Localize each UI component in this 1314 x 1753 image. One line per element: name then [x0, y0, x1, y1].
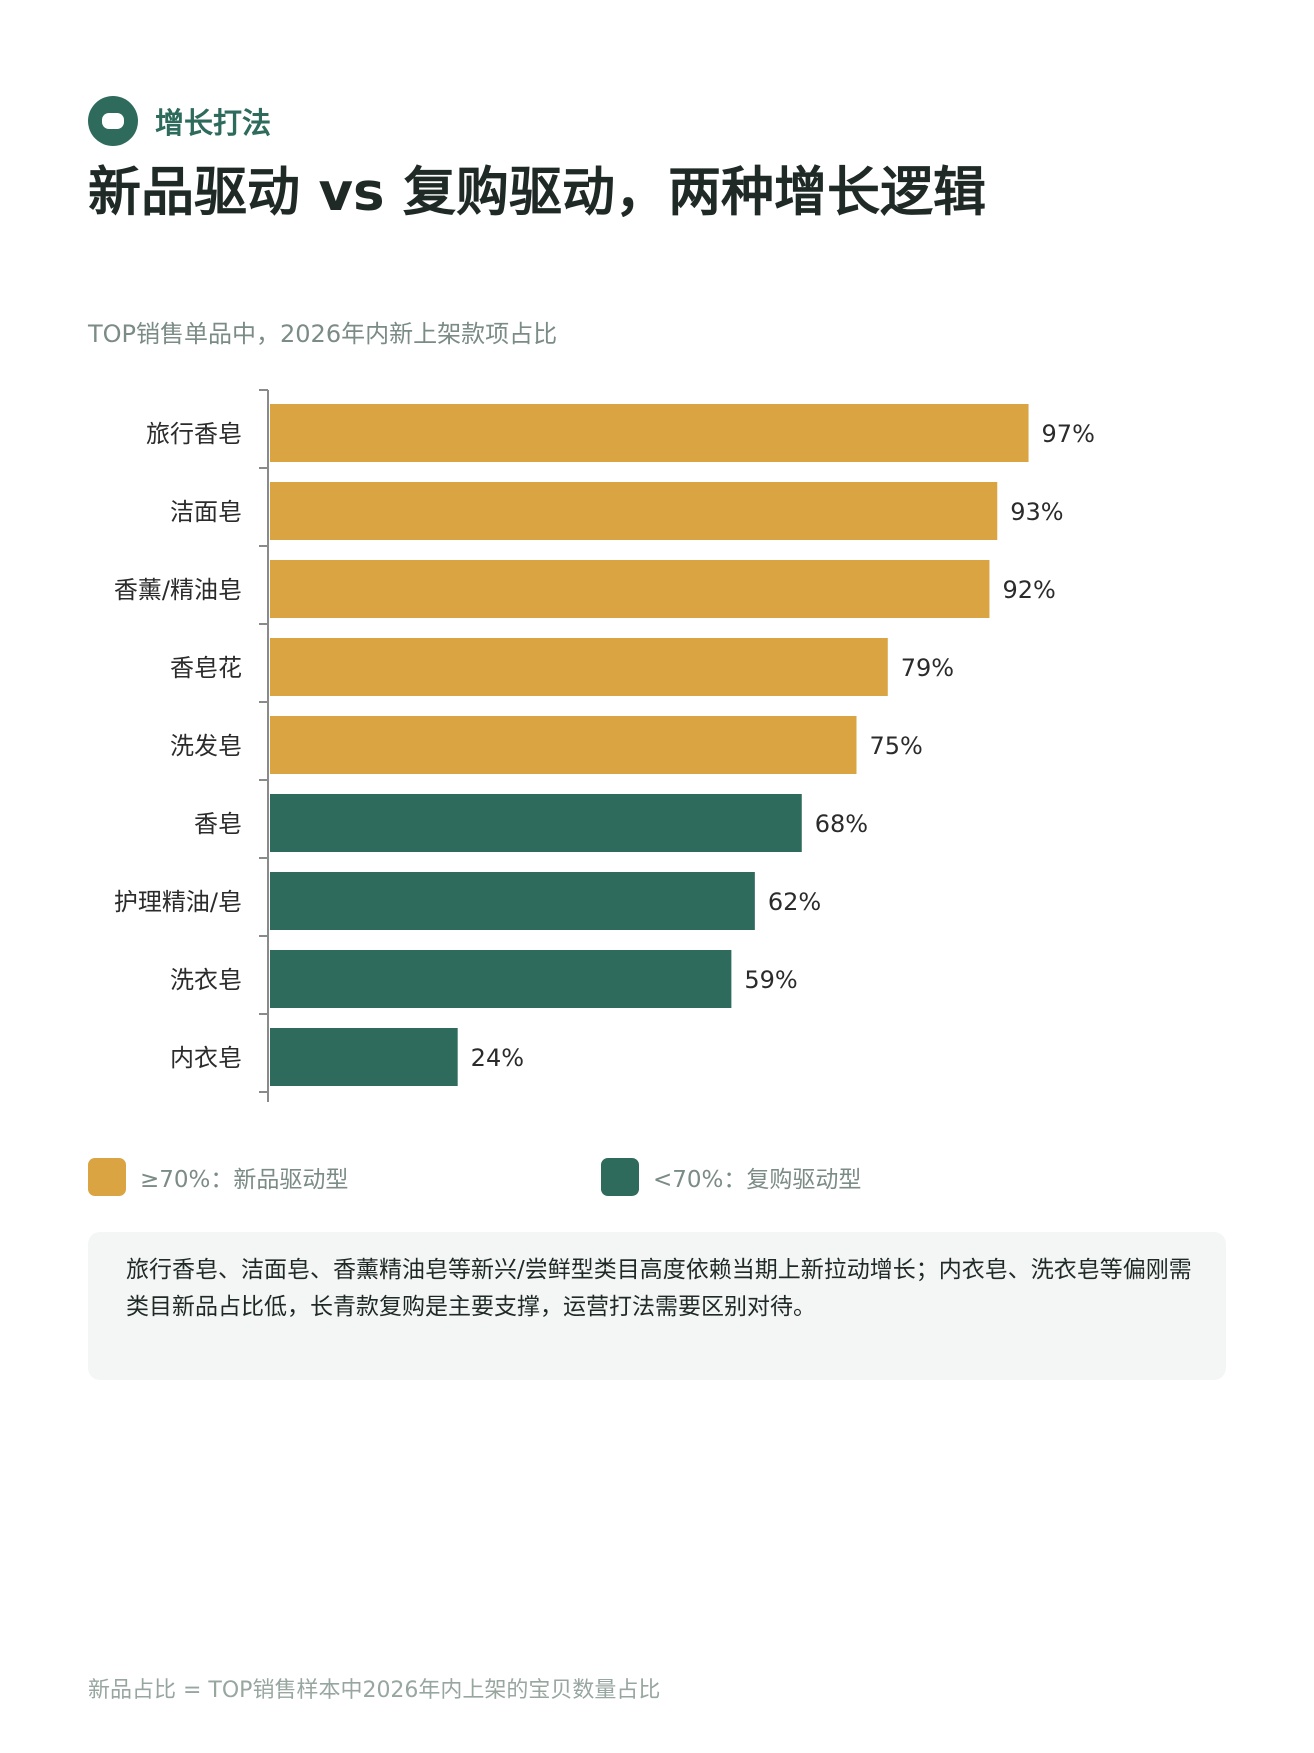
data-label: 24% — [471, 1044, 524, 1072]
insight-box: 旅行香皂、洁面皂、香薰精油皂等新兴/尝鲜型类目高度依赖当期上新拉动增长；内衣皂、… — [88, 1232, 1226, 1380]
category-label: 洗衣皂 — [170, 966, 242, 994]
section-tag-label: 增长打法 — [155, 106, 272, 140]
legend-label-new: ≥70%：新品驱动型 — [140, 1167, 349, 1193]
data-label: 75% — [870, 732, 923, 760]
page-title: 新品驱动 vs 复购驱动，两种增长逻辑 — [88, 162, 986, 223]
category-label: 香皂花 — [170, 654, 242, 682]
data-label: 93% — [1010, 498, 1063, 526]
bar — [270, 1028, 458, 1086]
bar-chart: 旅行香皂 97% 洁面皂 93% 香薰/精油皂 92% 香皂花 79% 洗发皂 75% 香皂 68% 护… — [114, 389, 1095, 1102]
legend-swatch-repurchase — [601, 1158, 639, 1196]
category-label: 内衣皂 — [170, 1044, 242, 1072]
data-label: 97% — [1042, 420, 1095, 448]
category-label: 香薰/精油皂 — [114, 576, 242, 604]
bar — [270, 950, 732, 1008]
legend-item-new: ≥70%：新品驱动型 — [88, 1158, 348, 1196]
section-tag: 增长打法 — [88, 96, 271, 146]
chart-subtitle: TOP销售单品中，2026年内新上架款项占比 — [88, 320, 558, 348]
category-label: 洁面皂 — [170, 498, 242, 526]
data-label: 92% — [1002, 576, 1055, 604]
category-label: 洗发皂 — [170, 732, 242, 760]
data-label: 79% — [901, 654, 954, 682]
data-label: 62% — [768, 888, 821, 916]
bar — [270, 482, 998, 540]
bar — [270, 638, 888, 696]
data-label: 59% — [744, 966, 797, 994]
footnote: 新品占比 = TOP销售样本中2026年内上架的宝贝数量占比 — [88, 1678, 661, 1703]
bar — [270, 872, 755, 930]
bar — [270, 716, 857, 774]
pill-badge-icon — [88, 96, 138, 146]
category-label: 护理精油/皂 — [114, 888, 242, 916]
legend-label-repurchase: <70%：复购驱动型 — [653, 1167, 862, 1193]
category-label: 旅行香皂 — [146, 420, 242, 448]
bar — [270, 560, 990, 618]
bar — [270, 404, 1029, 462]
category-label: 香皂 — [194, 810, 242, 838]
data-label: 68% — [815, 810, 868, 838]
legend-item-repurchase: <70%：复购驱动型 — [601, 1158, 861, 1196]
insight-text: 旅行香皂、洁面皂、香薰精油皂等新兴/尝鲜型类目高度依赖当期上新拉动增长；内衣皂、… — [126, 1257, 1192, 1320]
bar — [270, 794, 802, 852]
legend-swatch-new — [88, 1158, 126, 1196]
